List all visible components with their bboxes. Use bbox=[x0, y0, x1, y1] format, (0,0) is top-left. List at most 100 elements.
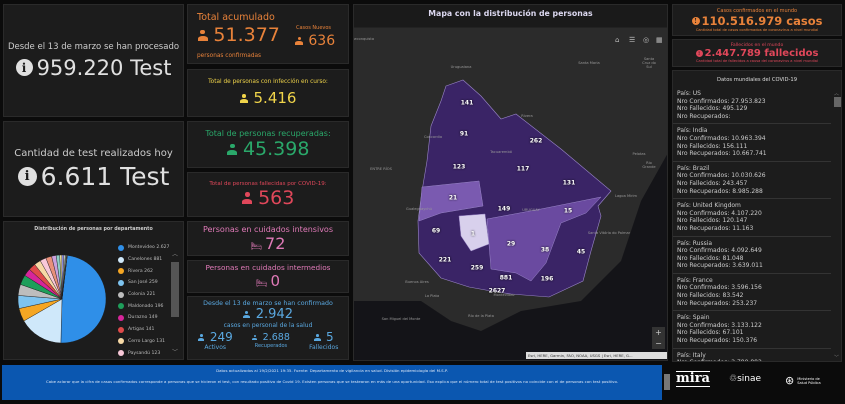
intermediate-value: 0 bbox=[270, 272, 280, 290]
city-label: Concordia bbox=[423, 135, 443, 139]
legend-item[interactable]: Rivera 262 bbox=[118, 265, 169, 277]
city-label: Montevideo bbox=[493, 293, 515, 297]
country-l1: País: Russia bbox=[677, 239, 713, 247]
legend-list-icon[interactable]: ☰ bbox=[629, 36, 636, 44]
country-l3: Nro Fallecidos: 67.101 bbox=[677, 329, 744, 337]
department-count-label: 38 bbox=[540, 246, 550, 254]
legend-item[interactable]: Colonia 221 bbox=[118, 289, 169, 301]
total-panel: Total acumulado 51.377 personas confirma… bbox=[187, 4, 349, 64]
world-deaths-panel: Fallecidos en el mundo ! 2.447.789 fallec… bbox=[672, 39, 842, 67]
basemap-icon[interactable]: ▦ bbox=[656, 36, 663, 44]
chevron-down-icon[interactable]: ﹀ bbox=[172, 349, 179, 356]
country-item[interactable]: País: France Nro Confirmados: 3.596.156 Nr… bbox=[673, 274, 831, 312]
legend-item[interactable]: Maldonado 196 bbox=[118, 300, 169, 312]
world-cases-sub: Cantidad total de casos confirmados de c… bbox=[695, 28, 819, 32]
country-l2: Nro Confirmados: 4.107.220 bbox=[677, 209, 762, 217]
person-icon bbox=[295, 36, 304, 46]
zoom-out-button[interactable]: − bbox=[652, 338, 665, 349]
legend-item[interactable]: Paysandú 123 bbox=[118, 347, 169, 359]
footer-scrollbar[interactable] bbox=[664, 374, 670, 390]
city-label: Lagoa Mirim bbox=[614, 194, 638, 198]
recycle-icon: ♲ bbox=[729, 374, 738, 384]
world-list: País: US Nro Confirmados: 27.953.823 Nro F… bbox=[673, 87, 831, 361]
list-scrollbar[interactable] bbox=[834, 97, 841, 107]
legend-swatch bbox=[118, 291, 124, 298]
country-l1: País: Brazil bbox=[677, 164, 710, 172]
country-l3: Nro Fallecidos: 495.129 bbox=[677, 105, 748, 113]
footer-line1: Datos actualizados al 19/2/2021 19:35. F… bbox=[216, 368, 448, 373]
pie-slice[interactable] bbox=[23, 298, 63, 344]
health-deaths-value: 5 bbox=[326, 330, 334, 344]
map-attribution: Esri, HERE, Garmin, FAO, NOAA, USGS | Es… bbox=[526, 352, 667, 359]
country-item[interactable]: País: United Kingdom Nro Confirmados: 4.1… bbox=[673, 199, 831, 237]
pie-chart bbox=[17, 254, 107, 344]
country-item[interactable]: País: Russia Nro Confirmados: 4.092.649 Nr… bbox=[673, 237, 831, 274]
info-icon: i bbox=[17, 166, 37, 186]
department-count-label: 91 bbox=[459, 130, 469, 138]
department-count-label: 149 bbox=[497, 205, 511, 213]
icu-panel: Personas en cuidados intensivos 🛏 72 bbox=[187, 221, 349, 256]
health-value: 2.942 bbox=[255, 307, 293, 322]
health-active-label: Activos bbox=[204, 344, 226, 351]
legend-swatch bbox=[118, 244, 124, 251]
map[interactable]: Reconquista Uruguaiana Santa Maria Santa Cr… bbox=[354, 28, 667, 360]
icu-title: Personas en cuidados intensivos bbox=[203, 224, 333, 234]
department-count-label: 262 bbox=[529, 137, 543, 145]
country-l4: Nro Recuperados: 10.667.741 bbox=[677, 150, 767, 158]
legend-label: Paysandú 123 bbox=[128, 350, 161, 356]
world-deaths-title: Fallecidos en el mundo bbox=[730, 43, 784, 48]
country-l4: Nro Recuperados: 253.237 bbox=[677, 299, 758, 307]
msp-logo: ⊛ Ministerio de Salud Pública bbox=[785, 374, 821, 387]
legend-item[interactable]: San José 259 bbox=[118, 277, 169, 289]
legend-scrollbar[interactable] bbox=[171, 262, 179, 317]
info-icon: i bbox=[15, 59, 33, 76]
legend-item[interactable]: Montevideo 2.627 bbox=[118, 242, 169, 254]
tests-today-panel: Cantidad de test realizados hoy i 6.611 T… bbox=[3, 121, 184, 217]
chevron-up-icon[interactable]: ︿ bbox=[834, 91, 840, 97]
country-item[interactable]: País: India Nro Confirmados: 10.963.394 Nr… bbox=[673, 124, 831, 162]
pie-slice[interactable] bbox=[60, 255, 107, 344]
country-l4: Nro Recuperados: 150.376 bbox=[677, 337, 758, 345]
chevron-down-icon[interactable]: ﹀ bbox=[834, 355, 840, 361]
country-l4: Nro Recuperados: 11.163 bbox=[677, 224, 754, 232]
pie-slice[interactable] bbox=[61, 255, 68, 300]
home-icon[interactable]: ⌂ bbox=[615, 36, 620, 44]
recovered-title: Total de personas recuperadas: bbox=[205, 129, 331, 138]
legend-swatch bbox=[118, 256, 124, 263]
bed-icon: 🛏 bbox=[250, 241, 263, 252]
person-icon bbox=[227, 143, 238, 156]
country-l1: País: Italy bbox=[677, 351, 706, 359]
city-label: Santa Cruz do Sul bbox=[642, 57, 656, 69]
department-count-label: 2627 bbox=[488, 287, 506, 295]
legend-item[interactable]: Artigas 141 bbox=[118, 324, 169, 336]
city-label: URUGUAY bbox=[522, 208, 540, 212]
new-cases-label: Casos Nuevos bbox=[296, 25, 332, 31]
legend-item[interactable]: Cerro Largo 131 bbox=[118, 336, 169, 348]
health-title: Desde el 13 de marzo se han confirmado bbox=[203, 300, 333, 307]
country-item[interactable]: País: Brazil Nro Confirmados: 10.030.626 N… bbox=[673, 162, 831, 200]
country-item[interactable]: País: ItalyNro Confirmados: 2.780.882Nro… bbox=[673, 349, 831, 361]
tests-today-label: Cantidad de test realizados hoy bbox=[14, 147, 173, 159]
city-label: Santa Vitória do Palmar bbox=[587, 231, 631, 235]
layers-icon[interactable]: ◎ bbox=[643, 36, 650, 44]
country-item[interactable]: País: Spain Nro Confirmados: 3.133.122 Nro… bbox=[673, 311, 831, 349]
department-count-label: 69 bbox=[431, 227, 441, 235]
department-count-label: 196 bbox=[540, 275, 554, 283]
total-sub: personas confirmadas bbox=[197, 53, 262, 59]
legend-swatch bbox=[118, 303, 124, 310]
health-recovered-label: Recuperados bbox=[254, 343, 288, 349]
country-item[interactable]: País: US Nro Confirmados: 27.953.823 Nro F… bbox=[673, 87, 831, 125]
legend-swatch bbox=[118, 268, 124, 275]
country-l3: Nro Fallecidos: 156.111 bbox=[677, 142, 748, 150]
chevron-up-icon[interactable]: ︿ bbox=[172, 251, 179, 258]
zoom-in-button[interactable]: + bbox=[652, 327, 665, 338]
department-count-label: 1 bbox=[470, 230, 476, 238]
city-label: Gualeguaychú bbox=[406, 207, 432, 211]
city-label: Uruguaiana bbox=[450, 65, 472, 69]
legend-swatch bbox=[118, 326, 124, 333]
info-icon: ! bbox=[695, 50, 703, 57]
city-label: La Plata bbox=[424, 294, 440, 298]
legend-item[interactable]: Canelones 881 bbox=[118, 254, 169, 266]
legend-item[interactable]: Durazno 149 bbox=[118, 312, 169, 324]
legend-swatch bbox=[118, 350, 124, 357]
